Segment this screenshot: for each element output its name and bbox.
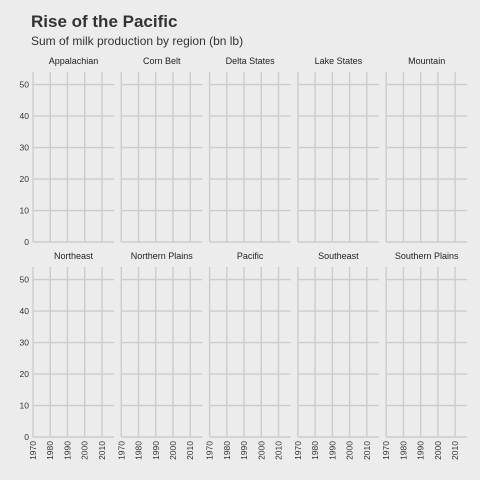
y-tick-label: 10 xyxy=(20,206,30,216)
panel-corn-belt: Corn Belt xyxy=(120,56,203,243)
panel-pacific: Pacific 1970 1980 1990 2000 2010 xyxy=(205,251,291,460)
strip-label-lake-states: Lake States xyxy=(315,56,363,66)
x-tick-label: 1990 xyxy=(327,441,337,460)
strip-label-southern-plains: Southern Plains xyxy=(395,251,459,261)
facet-panels: Appalachian 0 10 20 30 40 50 Corn Belt Delta Sta… xyxy=(20,56,468,460)
y-tick-label: 50 xyxy=(20,80,30,90)
chart-title: Rise of the Pacific xyxy=(31,12,177,31)
y-tick-label: 50 xyxy=(20,275,30,285)
x-tick-label: 1990 xyxy=(239,441,249,460)
strip-label-southeast: Southeast xyxy=(318,251,359,261)
strip-label-delta-states: Delta States xyxy=(226,56,276,66)
y-tick-label: 30 xyxy=(20,143,30,153)
x-tick-label: 1990 xyxy=(151,441,161,460)
y-tick-label: 0 xyxy=(24,237,29,247)
strip-label-appalachian: Appalachian xyxy=(49,56,99,66)
x-tick-label: 1990 xyxy=(62,441,72,460)
x-tick-label: 1990 xyxy=(416,441,426,460)
x-tick-label: 2010 xyxy=(274,441,284,460)
x-tick-label: 2000 xyxy=(433,441,443,460)
strip-label-mountain: Mountain xyxy=(408,56,445,66)
x-tick-label: 1970 xyxy=(116,441,126,460)
y-tick-label: 30 xyxy=(20,338,30,348)
panel-southern-plains: Southern Plains 1970 1980 1990 2000 2010 xyxy=(381,251,468,460)
panel-mountain: Mountain xyxy=(385,56,468,243)
panel-northern-plains: Northern Plains 1970 1980 1990 2000 2010 xyxy=(116,251,203,460)
panel-appalachian: Appalachian 0 10 20 30 40 50 xyxy=(20,56,114,247)
strip-label-northeast: Northeast xyxy=(54,251,94,261)
y-tick-label: 10 xyxy=(20,401,30,411)
y-tick-label: 0 xyxy=(24,432,29,442)
panel-lake-states: Lake States xyxy=(297,56,379,243)
y-tick-label: 40 xyxy=(20,111,30,121)
x-tick-label: 2000 xyxy=(345,441,355,460)
x-tick-label: 1970 xyxy=(205,441,215,460)
panel-northeast: Northeast 0 10 20 30 40 50 1970 1980 1990 2000 2010 xyxy=(20,251,114,460)
y-tick-label: 20 xyxy=(20,369,30,379)
strip-label-pacific: Pacific xyxy=(237,251,264,261)
x-tick-label: 1980 xyxy=(398,441,408,460)
chart-subtitle: Sum of milk production by region (bn lb) xyxy=(31,34,243,48)
x-tick-label: 2010 xyxy=(362,441,372,460)
x-tick-label: 1980 xyxy=(310,441,320,460)
x-tick-label: 2000 xyxy=(80,441,90,460)
panel-delta-states: Delta States xyxy=(208,56,291,243)
x-tick-label: 2000 xyxy=(256,441,266,460)
x-tick-label: 1980 xyxy=(45,441,55,460)
x-tick-label: 1970 xyxy=(381,441,391,460)
panel-southeast: Southeast 1970 1980 1990 2000 2010 xyxy=(293,251,379,460)
x-tick-label: 1970 xyxy=(293,441,303,460)
x-tick-label: 2010 xyxy=(450,441,460,460)
strip-label-northern-plains: Northern Plains xyxy=(131,251,194,261)
x-tick-label: 2000 xyxy=(168,441,178,460)
x-tick-label: 1980 xyxy=(134,441,144,460)
y-tick-label: 20 xyxy=(20,174,30,184)
x-tick-label: 1980 xyxy=(222,441,232,460)
x-tick-label: 2010 xyxy=(185,441,195,460)
x-tick-label: 1970 xyxy=(28,441,38,460)
strip-label-corn-belt: Corn Belt xyxy=(143,56,181,66)
x-tick-label: 2010 xyxy=(97,441,107,460)
y-tick-label: 40 xyxy=(20,306,30,316)
